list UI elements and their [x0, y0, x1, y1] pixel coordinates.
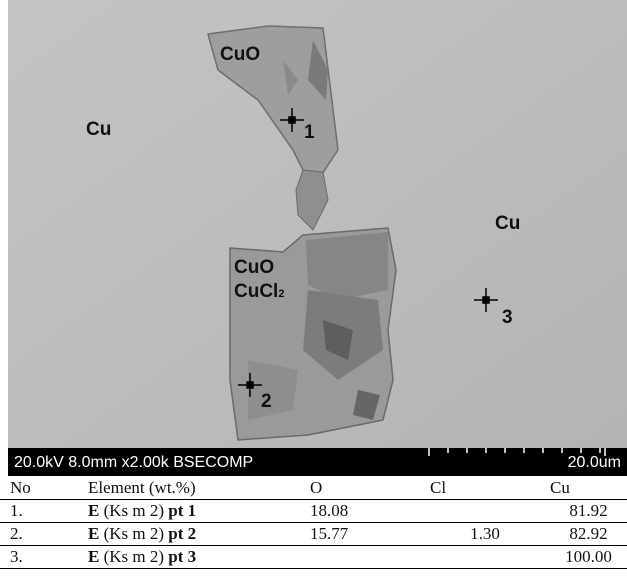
element-point: pt 3	[168, 547, 197, 566]
cell-element: E (Ks m 2) pt 2	[78, 522, 300, 546]
cell-no: 3.	[0, 545, 78, 569]
point-label-1: 1	[304, 122, 315, 143]
header-o: O	[300, 477, 420, 500]
eds-table: No Element (wt.%) O Cl Cu 1. E (Ks m 2) …	[0, 477, 627, 569]
acquisition-info: 20.0kV 8.0mm x2.00k BSECOMP	[14, 454, 254, 471]
element-point: pt 1	[168, 501, 197, 520]
cell-cu: 81.92	[540, 499, 627, 523]
element-desc: (Ks m 2)	[99, 547, 169, 566]
element-symbol: E	[88, 524, 100, 543]
header-element: Element (wt.%)	[78, 477, 300, 500]
cell-no: 1.	[0, 499, 78, 523]
point-label-3: 3	[502, 307, 513, 328]
table-row: 3. E (Ks m 2) pt 3 100.00	[0, 545, 627, 569]
cell-o: 15.77	[300, 522, 420, 546]
sem-micrograph: CuO Cu Cu CuO CuCl2 1 2 3	[8, 0, 627, 448]
label-cucl2: CuCl2	[234, 282, 284, 301]
label-cuo-mid: CuO	[234, 257, 275, 278]
label-cu-right: Cu	[495, 213, 521, 234]
header-cl: Cl	[420, 477, 540, 500]
table-header-row: No Element (wt.%) O Cl Cu	[0, 477, 627, 500]
micrograph-image	[8, 0, 627, 448]
element-symbol: E	[88, 501, 100, 520]
point-marker-2	[238, 373, 262, 397]
element-symbol: E	[88, 547, 100, 566]
label-cucl2-subscript: 2	[278, 288, 285, 300]
cell-no: 2.	[0, 522, 78, 546]
point-label-2: 2	[261, 391, 272, 412]
table-row: 2. E (Ks m 2) pt 2 15.77 1.30 82.92	[0, 522, 627, 546]
header-no: No	[0, 477, 78, 500]
point-marker-3	[474, 288, 498, 312]
cell-cu: 82.92	[540, 522, 627, 546]
header-cu: Cu	[540, 477, 627, 500]
element-desc: (Ks m 2)	[99, 501, 169, 520]
cell-element: E (Ks m 2) pt 1	[78, 499, 300, 523]
info-bar: 20.0kV 8.0mm x2.00k BSECOMP 20.0um	[8, 448, 627, 476]
scale-label: 20.0um	[567, 454, 621, 471]
point-marker-1	[280, 108, 304, 132]
cell-o: 18.08	[300, 499, 420, 523]
cell-cl: 1.30	[420, 522, 540, 546]
label-cuo-top: CuO	[220, 44, 261, 65]
cell-cl	[420, 499, 540, 523]
cell-cl	[420, 545, 540, 569]
label-cucl2-base: CuCl	[234, 281, 279, 302]
label-cu-left: Cu	[86, 119, 112, 140]
table-row: 1. E (Ks m 2) pt 1 18.08 81.92	[0, 499, 627, 523]
element-point: pt 2	[168, 524, 197, 543]
scale-ticks	[428, 448, 606, 456]
cell-cu: 100.00	[540, 545, 627, 569]
cell-element: E (Ks m 2) pt 3	[78, 545, 300, 569]
element-desc: (Ks m 2)	[99, 524, 169, 543]
cell-o	[300, 545, 420, 569]
